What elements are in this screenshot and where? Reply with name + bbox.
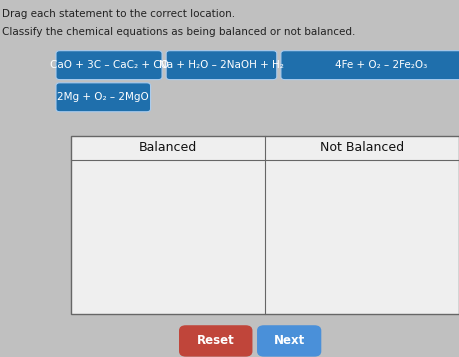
Text: Drag each statement to the correct location.: Drag each statement to the correct locat…	[2, 9, 235, 19]
FancyBboxPatch shape	[56, 83, 151, 112]
FancyBboxPatch shape	[71, 136, 459, 314]
FancyBboxPatch shape	[281, 51, 459, 80]
Text: Balanced: Balanced	[139, 141, 197, 154]
FancyBboxPatch shape	[166, 51, 277, 80]
Text: 4Fe + O₂ – 2Fe₂O₃: 4Fe + O₂ – 2Fe₂O₃	[335, 60, 427, 70]
Text: Next: Next	[274, 335, 305, 347]
Text: Classify the chemical equations as being balanced or not balanced.: Classify the chemical equations as being…	[2, 27, 356, 37]
FancyBboxPatch shape	[179, 325, 252, 357]
Text: 2Mg + O₂ – 2MgO: 2Mg + O₂ – 2MgO	[57, 92, 149, 102]
Text: Na + H₂O – 2NaOH + H₂: Na + H₂O – 2NaOH + H₂	[159, 60, 284, 70]
Text: Reset: Reset	[197, 335, 235, 347]
Text: Not Balanced: Not Balanced	[320, 141, 404, 154]
FancyBboxPatch shape	[56, 51, 162, 80]
FancyBboxPatch shape	[257, 325, 321, 357]
Text: CaO + 3C – CaC₂ + CO: CaO + 3C – CaC₂ + CO	[50, 60, 168, 70]
